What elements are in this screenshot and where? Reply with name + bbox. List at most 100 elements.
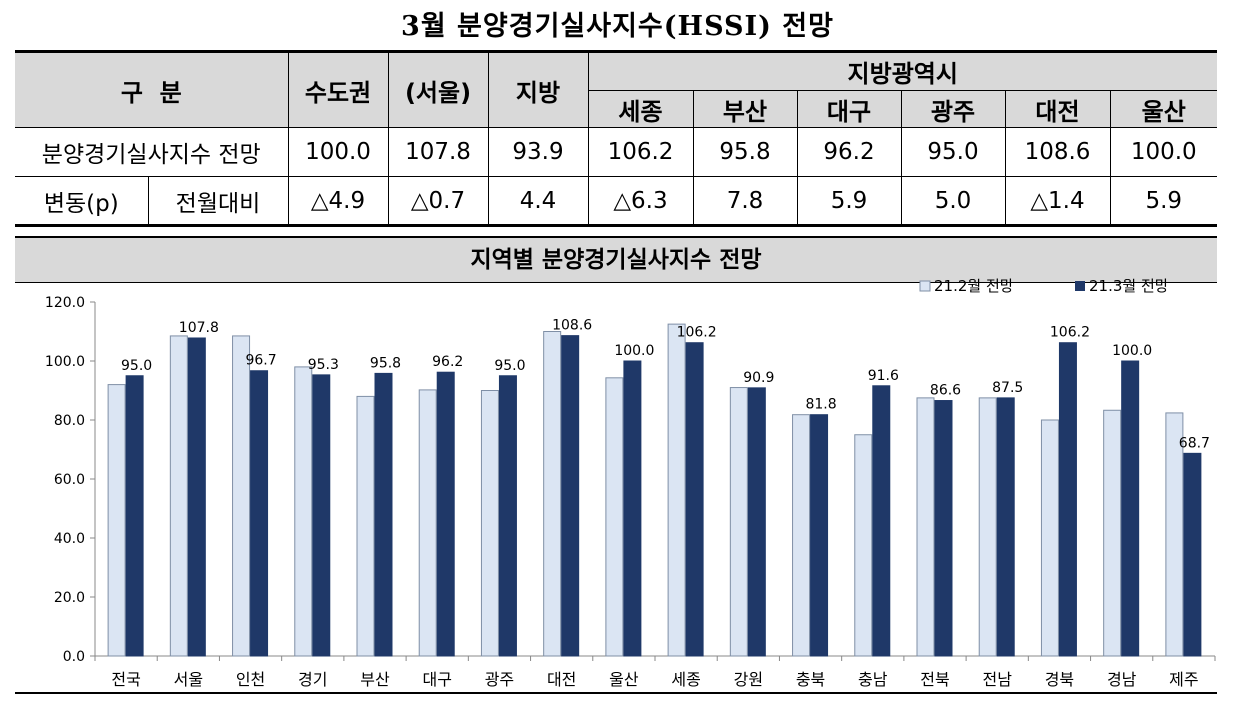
group-col-header: 대전 [1004, 90, 1111, 128]
y-tick-label: 40.0 [54, 531, 85, 547]
data-label: 91.6 [868, 368, 899, 384]
bar-mar [810, 414, 829, 657]
hssi-summary-table: 구 분 수도권 (서울) 지방 지방광역시 세종 부산 대구 광주 대전 울산 … [15, 50, 1217, 227]
table-cell: 106.2 [587, 127, 694, 177]
x-tick-label: 인천 [236, 670, 265, 689]
data-label: 95.8 [370, 355, 401, 371]
group-col-header: 광주 [900, 90, 1006, 128]
bar-mar [1058, 342, 1077, 657]
y-tick-label: 20.0 [54, 590, 85, 606]
y-tick-label: 0.0 [63, 649, 85, 665]
chart-container: 지역별 분양경기실사지수 전망 0.0 20.0 40.0 60.0 80.0 100.0… [15, 236, 1217, 694]
x-tick-label: 대구 [422, 670, 451, 689]
x-tick-label: 충북 [796, 670, 825, 689]
x-tick-label: 부산 [360, 670, 390, 689]
bar-chart: 0.0 20.0 40.0 60.0 80.0 100.0 120.0 95.0 전국 107.8… [45, 277, 1216, 689]
table-cell: 93.9 [487, 127, 589, 177]
group-col-header: 울산 [1109, 90, 1217, 128]
bar-feb [418, 389, 437, 657]
bar-mar [436, 371, 455, 657]
data-label: 68.7 [1179, 435, 1210, 451]
table-cell: 100.0 [1109, 127, 1217, 177]
bar-mar [250, 370, 269, 657]
table-cell: 5.9 [1109, 176, 1217, 227]
data-label: 106.2 [1050, 325, 1090, 341]
bar-feb [667, 323, 686, 657]
col-header: (서울) [387, 50, 489, 128]
table-cell: 100.0 [287, 127, 389, 177]
legend-swatch-mar [1075, 281, 1085, 291]
data-label: 107.8 [179, 320, 219, 336]
table-cell: 7.8 [692, 176, 798, 227]
x-tick-label: 충남 [858, 670, 888, 689]
data-label: 81.8 [805, 397, 836, 413]
bar-feb [294, 366, 313, 657]
chart-title: 지역별 분양경기실사지수 전망 [15, 236, 1217, 283]
x-tick-label: 울산 [609, 670, 639, 689]
x-tick-label: 광주 [485, 670, 514, 689]
category-header: 구 분 [15, 50, 289, 128]
bar-mar [996, 397, 1015, 657]
x-tick-label: 대전 [547, 670, 576, 689]
x-tick-label: 전국 [111, 670, 140, 689]
bar-feb [356, 395, 375, 657]
group-col-header: 세종 [588, 90, 694, 128]
bar-feb [916, 397, 935, 657]
bar-feb [543, 331, 562, 657]
data-label: 87.5 [992, 380, 1023, 396]
col-header: 지방 [487, 50, 589, 128]
group-col-header: 대구 [796, 90, 902, 128]
table-cell: 96.2 [796, 127, 902, 177]
bar-mar [374, 372, 393, 657]
data-label: 95.0 [494, 358, 525, 374]
group-header: 지방광역시 [587, 50, 1217, 91]
bottom-rule [15, 692, 1217, 694]
bar-feb [480, 390, 499, 657]
x-tick-label: 세종 [671, 670, 700, 689]
legend-label-feb: 21.2월 전망 [934, 277, 1014, 295]
data-label: 106.2 [677, 325, 717, 341]
data-label: 95.3 [308, 357, 339, 373]
bar-feb [792, 414, 811, 657]
group-col-header: 부산 [692, 90, 798, 128]
bar-mar [623, 360, 642, 657]
bar-mar [685, 342, 704, 657]
bar-mar [872, 385, 891, 657]
legend-label-mar: 21.3월 전망 [1089, 277, 1169, 295]
bar-feb [169, 335, 188, 657]
bar-mar [1121, 360, 1140, 657]
table-cell: 107.8 [387, 127, 489, 177]
bar-feb [1040, 419, 1059, 657]
x-tick-label: 경기 [298, 670, 327, 689]
row-label: 변동(p) [15, 176, 149, 227]
table-cell: 5.9 [796, 176, 902, 227]
y-tick-label: 120.0 [45, 295, 85, 311]
x-tick-label: 전북 [920, 670, 949, 689]
col-header: 수도권 [287, 50, 389, 128]
legend-swatch-feb [919, 280, 931, 292]
row-label: 전월대비 [147, 176, 289, 227]
data-label: 96.7 [245, 353, 276, 369]
bar-feb [854, 434, 873, 657]
data-label: 96.2 [432, 354, 463, 370]
bar-mar [1183, 452, 1202, 657]
table-cell: 95.8 [692, 127, 798, 177]
bar-mar [187, 337, 206, 657]
x-tick-label: 서울 [174, 670, 203, 689]
data-label: 108.6 [552, 318, 592, 334]
data-label: 100.0 [614, 343, 654, 359]
bar-mar [747, 387, 766, 657]
table-cell: 4.4 [487, 176, 589, 227]
x-tick-label: 강원 [734, 670, 763, 689]
bar-mar [125, 375, 144, 657]
bar-mar [561, 335, 580, 657]
x-tick-label: 경북 [1045, 670, 1074, 689]
table-cell: 108.6 [1004, 127, 1111, 177]
x-tick-label: 전남 [982, 670, 1012, 689]
bar-feb [1103, 409, 1122, 657]
data-label: 90.9 [743, 370, 774, 386]
bar-feb [729, 387, 748, 657]
y-tick-label: 80.0 [54, 413, 85, 429]
bar-mar [498, 375, 517, 657]
bar-mar [312, 374, 331, 657]
